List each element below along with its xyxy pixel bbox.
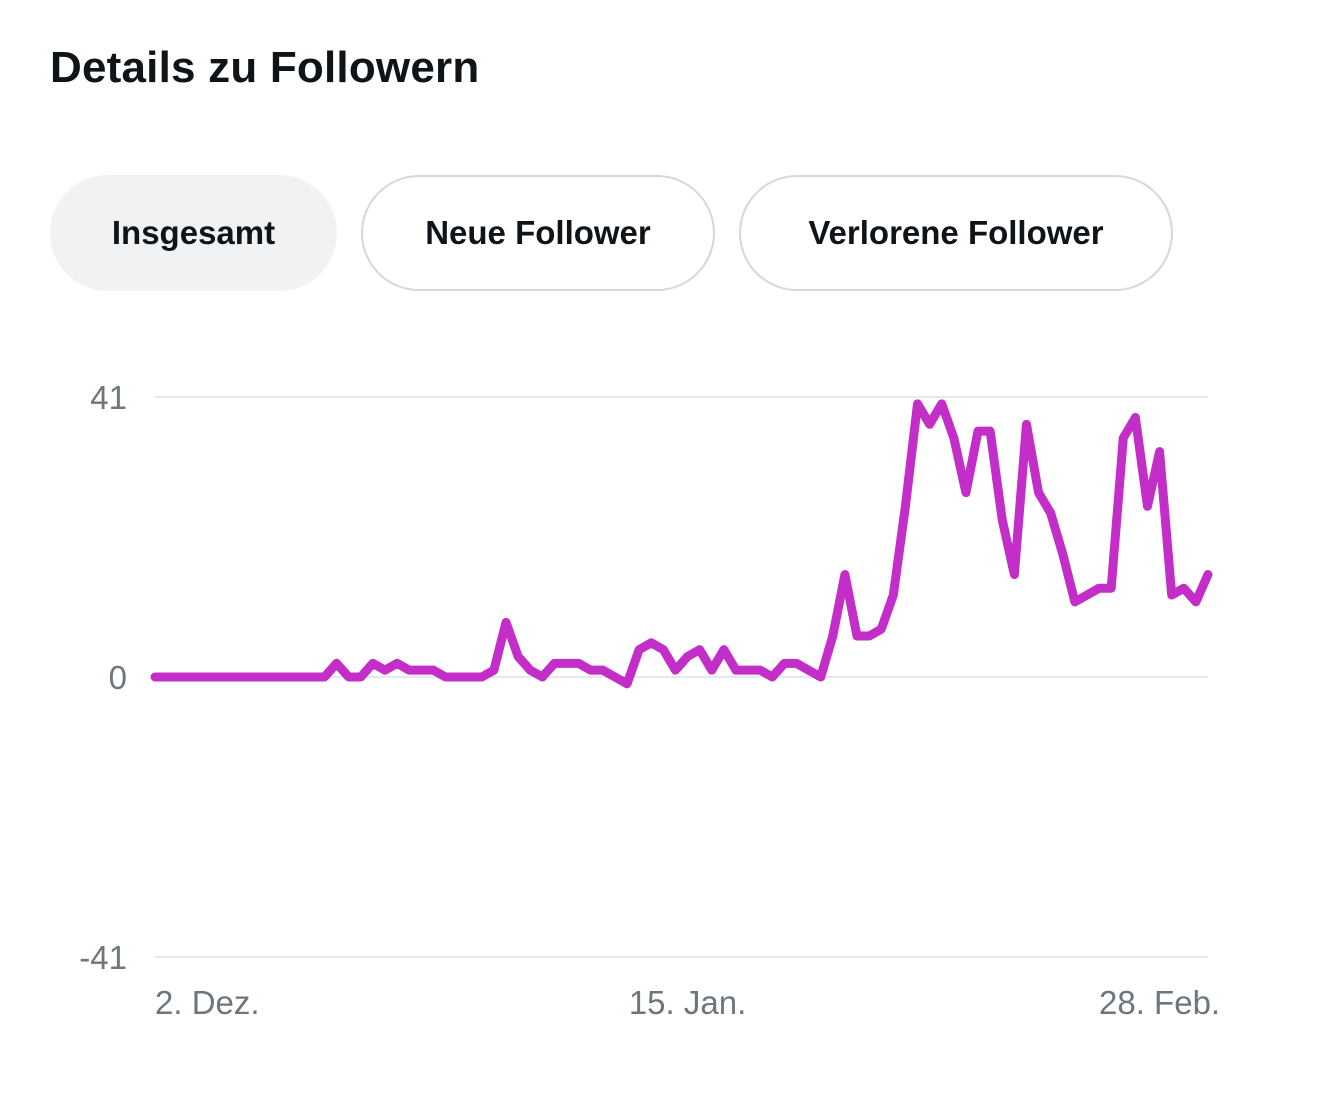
filter-tabs: Insgesamt Neue Follower Verlorene Follow… xyxy=(50,175,1173,291)
series-line-insgesamt xyxy=(150,399,1213,689)
chart-series xyxy=(150,399,1213,689)
page-title: Details zu Followern xyxy=(50,43,480,92)
tab-lost-followers[interactable]: Verlorene Follower xyxy=(739,175,1173,291)
y-axis-ticks: 41 0 -41 xyxy=(79,379,127,976)
x-axis-ticks: 2. Dez. 15. Jan. 28. Feb. xyxy=(155,984,1220,1021)
tab-new-followers[interactable]: Neue Follower xyxy=(361,175,715,291)
chart-gridlines xyxy=(155,396,1208,958)
y-tick-label: 41 xyxy=(90,379,127,416)
x-tick-label: 15. Jan. xyxy=(629,984,746,1021)
tab-total[interactable]: Insgesamt xyxy=(50,175,337,291)
y-tick-label: -41 xyxy=(79,939,127,976)
x-tick-label: 2. Dez. xyxy=(155,984,260,1021)
y-tick-label: 0 xyxy=(109,659,127,696)
x-tick-label: 28. Feb. xyxy=(1099,984,1220,1021)
